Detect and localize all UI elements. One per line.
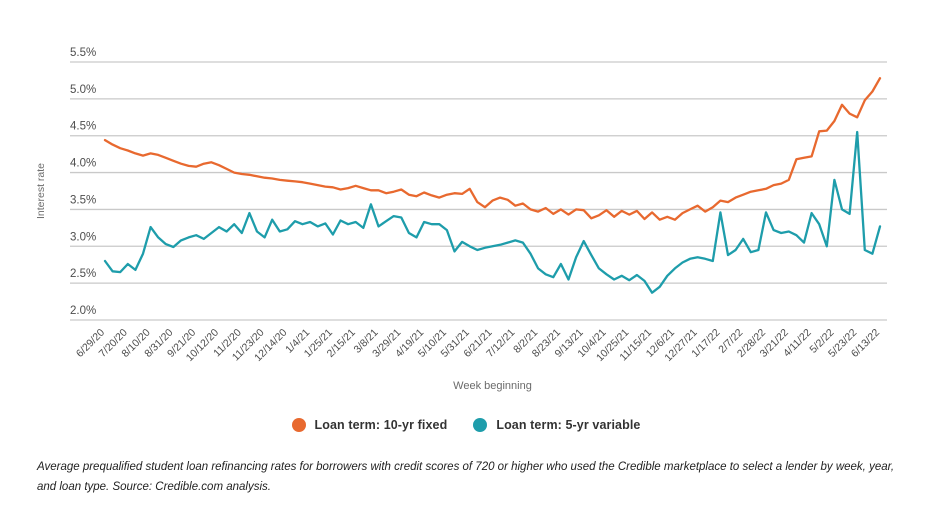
y-tick-label: 5.0% <box>70 84 96 96</box>
x-axis-title: Week beginning <box>453 380 532 392</box>
y-axis-title: Interest rate <box>35 163 47 219</box>
y-tick-label: 2.5% <box>70 268 96 280</box>
chart-legend: Loan term: 10-yr fixed Loan term: 5-yr v… <box>0 412 932 438</box>
legend-dot-orange-icon <box>291 418 306 432</box>
legend-item-5yr-variable: Loan term: 5-yr variable <box>473 418 640 432</box>
legend-label-10yr-fixed: Loan term: 10-yr fixed <box>314 418 448 432</box>
series-line-loan-term-5-yr-variable <box>103 130 882 294</box>
y-tick-label: 5.5% <box>70 47 96 59</box>
y-tick-label: 3.5% <box>70 194 96 206</box>
y-tick-label: 3.0% <box>70 231 96 243</box>
legend-dot-teal-icon <box>473 418 488 432</box>
legend-label-5yr-variable: Loan term: 5-yr variable <box>496 418 641 432</box>
chart-caption: Average prequalified student loan refina… <box>37 461 895 494</box>
y-tick-label: 4.5% <box>70 121 96 133</box>
rates-line-chart: 5.5% 5.0% 4.5% 4.0% 3.5% 3.0% 2.5% 2.0% Interest… <box>35 47 887 392</box>
legend-item-10yr-fixed: Loan term: 10-yr fixed <box>291 418 448 432</box>
y-tick-label: 2.0% <box>70 305 96 317</box>
y-tick-label: 4.0% <box>70 158 96 170</box>
series-line-loan-term-10-yr-fixed <box>103 77 882 221</box>
